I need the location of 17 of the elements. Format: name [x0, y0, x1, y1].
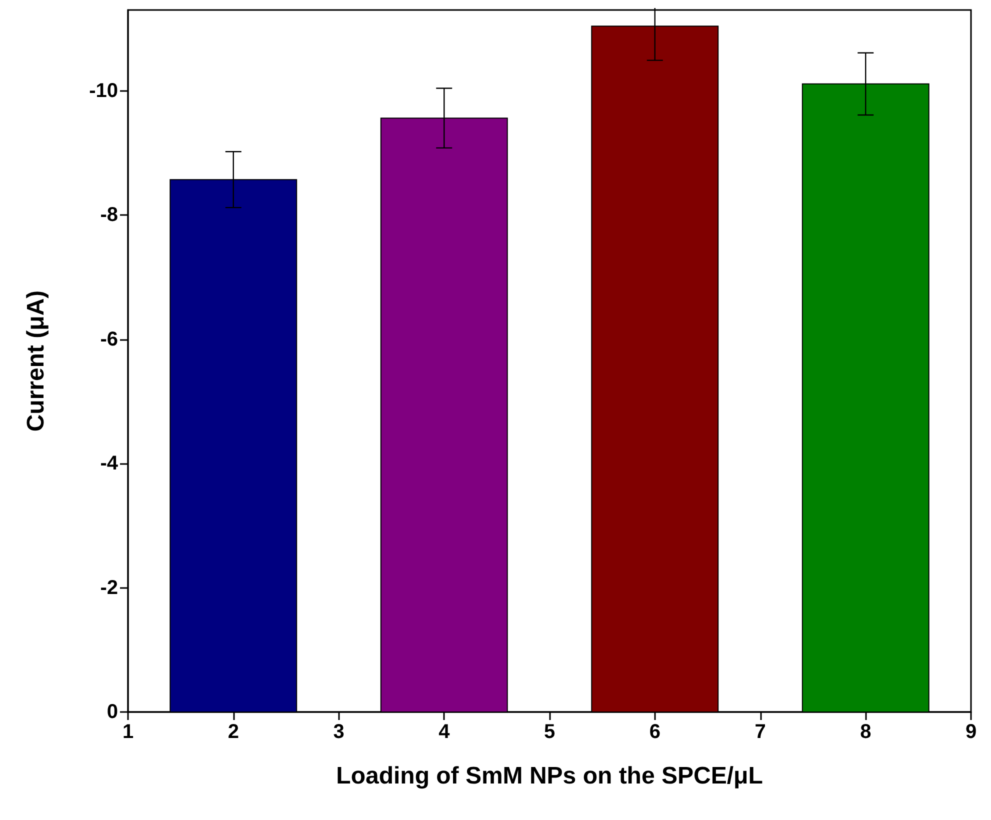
x-tick-label: 2 [228, 721, 239, 743]
y-tick-label: -2 [100, 576, 118, 599]
x-tick-label: 1 [122, 721, 134, 743]
x-tick-label: 3 [333, 721, 344, 743]
x-tick-label: 5 [544, 721, 556, 743]
y-tick-label: 0 [106, 701, 118, 723]
y-tick-label: -4 [100, 452, 119, 475]
y-axis-title: Current (μA) [22, 290, 50, 432]
x-tick-label: 7 [754, 721, 766, 743]
y-tick-label: -8 [100, 204, 118, 226]
x-tick-label: 4 [438, 721, 451, 743]
x-tick-label: 8 [860, 721, 872, 743]
x-tick-label: 9 [965, 721, 977, 743]
x-axis-title: Loading of SmM NPs on the SPCE/μL [336, 762, 763, 790]
y-tick-label: -6 [100, 328, 118, 350]
x-tick-label: 6 [649, 721, 660, 743]
y-tick-label: -10 [89, 80, 118, 102]
